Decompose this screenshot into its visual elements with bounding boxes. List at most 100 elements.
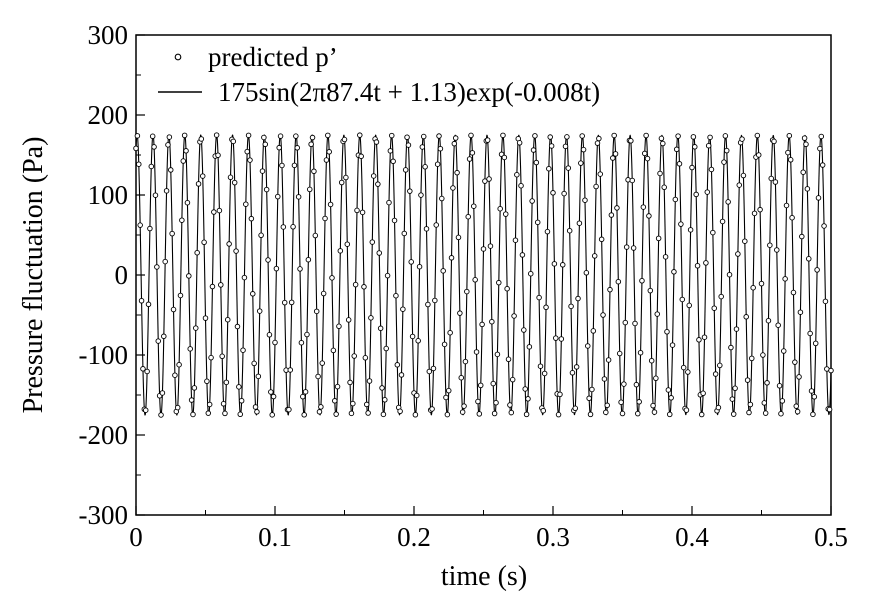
series-point-predicted [765,317,772,324]
series-point-predicted [261,134,267,141]
series-point-predicted [298,339,305,346]
series-point-predicted [703,260,709,266]
series-point-predicted [450,185,456,191]
series-point-predicted [534,219,541,226]
series-point-predicted [594,140,601,146]
series-point-predicted [568,303,574,310]
series-point-predicted [245,132,252,139]
series-point-predicted [358,153,364,160]
series-point-predicted [256,308,263,314]
series-point-predicted [761,400,768,406]
series-point-predicted [705,142,712,149]
series-point-predicted [610,155,616,161]
series-point-predicted [603,409,609,416]
series-point-predicted [276,144,282,151]
series-point-predicted [576,220,583,226]
series-point-predicted [397,408,403,415]
series-point-predicted [272,339,278,346]
series-point-predicted [350,400,356,407]
series-point-predicted [464,288,470,295]
series-point-predicted [710,229,716,236]
series-point-predicted [258,232,264,239]
series-point-predicted [451,140,458,147]
series-point-predicted [375,181,381,187]
series-point-predicted [422,164,428,170]
series-point-predicted [277,133,284,139]
series-point-predicted [389,132,395,139]
series-point-predicted [800,169,806,175]
y-tick-label: 100 [88,180,129,210]
series-point-predicted [177,292,184,299]
series-point-predicted [683,407,690,413]
series-point-predicted [365,410,371,416]
series-point-predicted [739,136,745,142]
series-point-predicted [430,365,437,372]
series-point-predicted [803,141,809,148]
series-point-predicted [169,230,175,237]
series-point-predicted [480,246,487,252]
series-point-predicted [194,249,200,256]
series-point-predicted [646,213,652,219]
series-point-predicted [333,411,339,417]
series-point-predicted [354,207,360,214]
series-point-predicted [273,265,280,272]
series-point-predicted [465,213,471,220]
series-point-predicted [213,132,220,138]
series-point-predicted [555,411,562,418]
legend-label-predicted: predicted p’ [208,42,338,72]
series-line-fit [135,134,832,416]
series-point-predicted [209,283,216,290]
series-point-predicted [719,218,726,225]
x-tick-label: 0.4 [675,522,709,552]
series-point-predicted [309,134,316,141]
series-point-predicted [357,132,363,138]
series-point-predicted [612,151,619,157]
series-point-predicted [523,411,530,418]
series-point-predicted [201,239,207,246]
series-point-predicted [409,333,416,340]
series-point-predicted [780,348,787,354]
series-point-predicted [459,409,466,415]
series-point-predicted [630,245,637,251]
series-point-predicted [227,174,234,181]
series-point-predicted [494,351,501,358]
series-point-predicted [219,353,225,360]
x-axis-title: time (s) [441,561,527,592]
series-point-predicted [810,411,816,418]
series-point-predicted [718,293,724,300]
series-point-predicted [455,234,462,241]
series-point-predicted [733,326,740,332]
series-point-predicted [180,158,187,164]
legend-marker-circle-icon [174,53,182,61]
y-tick-label: 0 [115,260,129,290]
series-point-predicted [394,362,401,368]
series-point-predicted [678,221,684,227]
series-point-predicted [134,133,141,139]
y-tick-label: -100 [79,340,129,370]
series-point-predicted [148,163,155,170]
series-point-predicted [672,196,679,203]
series-point-predicted [585,343,591,349]
series-point-predicted [426,368,433,375]
series-point-predicted [551,261,558,267]
series-point-predicted [343,174,349,181]
series-point-predicted [662,254,669,260]
series-point-predicted [279,162,285,169]
series-point-predicted [161,333,167,340]
x-tick-label: 0 [129,522,143,552]
series-point-predicted [429,406,435,412]
series-point-predicted [348,410,355,417]
series-point-predicted [500,132,506,139]
series-point-predicted [384,272,391,279]
series-point-predicted [174,404,181,411]
series-point-predicted [635,410,641,417]
series-point-predicted [679,296,686,303]
series-point-predicted [379,385,385,391]
series-point-predicted [522,386,528,392]
series-point-predicted [490,380,496,387]
series-point-predicted [721,159,727,165]
series-point-predicted [281,299,288,306]
series-point-predicted [740,172,747,179]
series-point-predicted [507,402,513,408]
series-point-predicted [726,271,733,278]
